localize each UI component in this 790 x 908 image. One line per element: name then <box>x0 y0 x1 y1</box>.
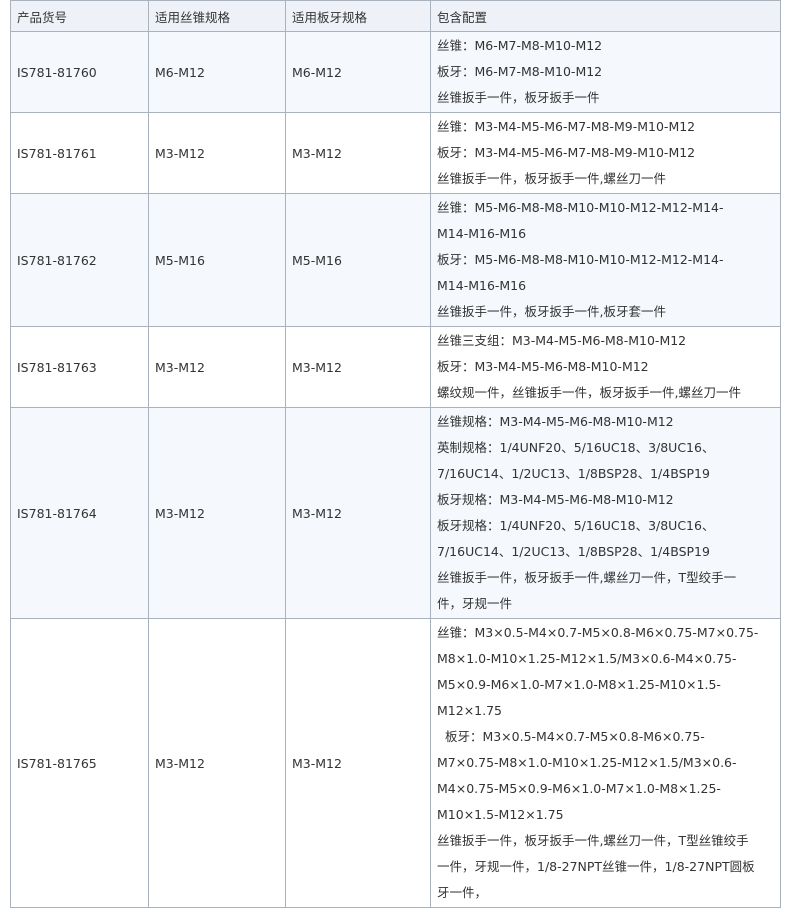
config-line: 板牙：M3-M4-M5-M6-M7-M8-M9-M10-M12 <box>437 145 696 160</box>
tap-spec: M3-M12 <box>148 407 286 619</box>
config-line: 丝锥扳手一件，板牙扳手一件,螺丝刀一件 <box>437 171 666 186</box>
config-line: 丝锥：M6-M7-M8-M10-M12 <box>437 38 603 53</box>
config-line: M8×1.0-M10×1.25-M12×1.5/M3×0.6-M4×0.75- <box>437 651 737 666</box>
config-cell: 丝锥：M6-M7-M8-M10-M12 板牙：M6-M7-M8-M10-M12 丝锥… <box>430 31 781 113</box>
config-line: 一件，牙规一件，1/8-27NPT丝锥一件，1/8-27NPT圆板 <box>437 859 755 874</box>
header-cell: 产品货号 <box>10 0 149 32</box>
product-table: 产品货号 适用丝锥规格 适用板牙规格 包含配置 IS781-81760 M6-M12 M6… <box>10 0 781 908</box>
table-row: IS781-81765 M3-M12 M3-M12 丝锥：M3×0.5-M4×0.7-… <box>10 618 781 908</box>
die-spec: M3-M12 <box>285 326 431 408</box>
die-spec: M6-M12 <box>285 31 431 113</box>
tap-spec: M5-M16 <box>148 193 286 327</box>
header-cell: 适用板牙规格 <box>285 0 431 32</box>
tap-spec: M3-M12 <box>148 112 286 194</box>
config-line: 英制规格：1/4UNF20、5/16UC18、3/8UC16、 <box>437 440 715 455</box>
config-cell: 丝锥规格：M3-M4-M5-M6-M8-M10-M12 英制规格：1/4UNF20… <box>430 407 781 619</box>
table-row: IS781-81763 M3-M12 M3-M12 丝锥三支组：M3-M4-M5-M6… <box>10 326 781 408</box>
product-code: IS781-81765 <box>10 618 149 908</box>
config-line: 丝锥：M3×0.5-M4×0.7-M5×0.8-M6×0.75-M7×0.75- <box>437 625 759 640</box>
config-line: M12×1.75 <box>437 703 502 718</box>
config-line: 丝锥扳手一件，板牙扳手一件,板牙套一件 <box>437 304 666 319</box>
product-code: IS781-81763 <box>10 326 149 408</box>
die-spec: M3-M12 <box>285 112 431 194</box>
config-line: M14-M16-M16 <box>437 226 527 241</box>
config-line: M14-M16-M16 <box>437 278 527 293</box>
config-line: M7×0.75-M8×1.0-M10×1.25-M12×1.5/M3×0.6- <box>437 755 737 770</box>
config-line: 板牙规格：M3-M4-M5-M6-M8-M10-M12 <box>437 492 674 507</box>
tap-spec: M6-M12 <box>148 31 286 113</box>
config-line: 丝锥：M3-M4-M5-M6-M7-M8-M9-M10-M12 <box>437 119 696 134</box>
table-row: IS781-81761 M3-M12 M3-M12 丝锥：M3-M4-M5-M6-M7… <box>10 112 781 194</box>
config-line: 板牙规格：1/4UNF20、5/16UC18、3/8UC16、 <box>437 518 715 533</box>
header-cell: 适用丝锥规格 <box>148 0 286 32</box>
product-code: IS781-81762 <box>10 193 149 327</box>
header-row: 产品货号 适用丝锥规格 适用板牙规格 包含配置 <box>10 0 781 32</box>
die-spec: M3-M12 <box>285 407 431 619</box>
config-cell: 丝锥：M3-M4-M5-M6-M7-M8-M9-M10-M12 板牙：M3-M4-… <box>430 112 781 194</box>
tap-spec: M3-M12 <box>148 618 286 908</box>
product-code: IS781-81760 <box>10 31 149 113</box>
product-code: IS781-81761 <box>10 112 149 194</box>
config-line: 板牙：M6-M7-M8-M10-M12 <box>437 64 603 79</box>
config-line: 板牙：M5-M6-M8-M8-M10-M10-M12-M12-M14- <box>437 252 724 267</box>
config-line: 丝锥：M5-M6-M8-M8-M10-M10-M12-M12-M14- <box>437 200 724 215</box>
config-line: 丝锥三支组：M3-M4-M5-M6-M8-M10-M12 <box>437 333 687 348</box>
table-row: IS781-81760 M6-M12 M6-M12 丝锥：M6-M7-M8-M10-M… <box>10 31 781 113</box>
config-line: 7/16UC14、1/2UC13、1/8BSP28、1/4BSP19 <box>437 466 710 481</box>
table-body: IS781-81760 M6-M12 M6-M12 丝锥：M6-M7-M8-M10-M… <box>10 31 781 908</box>
config-line: M10×1.5-M12×1.75 <box>437 807 564 822</box>
config-line: 件，牙规一件 <box>437 596 513 611</box>
config-line: 丝锥扳手一件，板牙扳手一件 <box>437 90 600 105</box>
die-spec: M3-M12 <box>285 618 431 908</box>
table-row: IS781-81764 M3-M12 M3-M12 丝锥规格：M3-M4-M5-M6-… <box>10 407 781 619</box>
table-row: IS781-81762 M5-M16 M5-M16 丝锥：M5-M6-M8-M8-M1… <box>10 193 781 327</box>
product-code: IS781-81764 <box>10 407 149 619</box>
config-line: 板牙：M3-M4-M5-M6-M8-M10-M12 <box>437 359 649 374</box>
config-cell: 丝锥：M5-M6-M8-M8-M10-M10-M12-M12-M14- M14-M… <box>430 193 781 327</box>
config-line: M5×0.9-M6×1.0-M7×1.0-M8×1.25-M10×1.5- <box>437 677 721 692</box>
config-cell: 丝锥三支组：M3-M4-M5-M6-M8-M10-M12 板牙：M3-M4-M5-… <box>430 326 781 408</box>
config-line: 板牙：M3×0.5-M4×0.7-M5×0.8-M6×0.75- <box>437 729 705 744</box>
die-spec: M5-M16 <box>285 193 431 327</box>
config-line: 螺纹规一件，丝锥扳手一件，板牙扳手一件,螺丝刀一件 <box>437 385 741 400</box>
config-line: 丝锥规格：M3-M4-M5-M6-M8-M10-M12 <box>437 414 674 429</box>
config-line: 牙一件， <box>437 885 488 900</box>
config-line: 丝锥扳手一件，板牙扳手一件,螺丝刀一件，T型绞手一 <box>437 570 737 585</box>
tap-spec: M3-M12 <box>148 326 286 408</box>
header-cell: 包含配置 <box>430 0 781 32</box>
config-line: 7/16UC14、1/2UC13、1/8BSP28、1/4BSP19 <box>437 544 710 559</box>
config-line: M4×0.75-M5×0.9-M6×1.0-M7×1.0-M8×1.25- <box>437 781 721 796</box>
config-cell: 丝锥：M3×0.5-M4×0.7-M5×0.8-M6×0.75-M7×0.75-… <box>430 618 781 908</box>
config-line: 丝锥扳手一件，板牙扳手一件,螺丝刀一件，T型丝锥绞手 <box>437 833 749 848</box>
